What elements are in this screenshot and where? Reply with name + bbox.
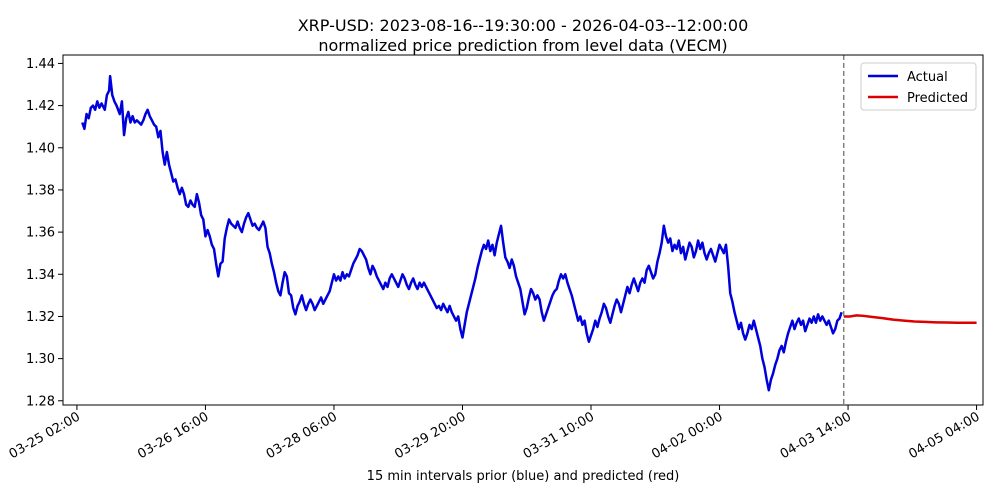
y-tick-label: 1.36 xyxy=(26,226,55,241)
legend-label-predicted: Predicted xyxy=(907,91,968,106)
x-tick-label: 03-26 16:00 xyxy=(135,409,211,462)
series-layer xyxy=(81,74,977,392)
x-tick-label: 03-31 10:00 xyxy=(521,409,597,462)
x-tick-label: 04-05 04:00 xyxy=(906,409,982,462)
legend-label-actual: Actual xyxy=(907,70,948,85)
y-tick-label: 1.44 xyxy=(26,57,55,72)
x-axis: 03-25 02:00 03-26 16:00 03-28 06:00 03-29 2… xyxy=(7,405,983,462)
y-tick-label: 1.30 xyxy=(26,352,55,367)
chart-subtitle: normalized price prediction from level d… xyxy=(318,36,727,55)
plot-frame xyxy=(62,54,984,406)
x-tick-label: 03-29 20:00 xyxy=(392,409,468,462)
series-line-predicted xyxy=(843,314,977,325)
x-tick-label: 04-03 14:00 xyxy=(778,409,854,462)
y-tick-label: 1.40 xyxy=(26,141,55,156)
y-tick-label: 1.38 xyxy=(26,183,55,198)
chart-title: XRP-USD: 2023-08-16--19:30:00 - 2026-04-… xyxy=(298,16,749,35)
y-tick-label: 1.42 xyxy=(26,99,55,114)
y-tick-label: 1.34 xyxy=(26,268,55,283)
y-axis: 1.28 1.30 1.32 1.34 1.36 1.38 1.40 1.42 1.44 xyxy=(26,57,63,409)
x-tick-label: 03-25 02:00 xyxy=(7,409,83,462)
x-axis-label: 15 min intervals prior (blue) and predic… xyxy=(367,469,680,484)
x-tick-label: 03-28 06:00 xyxy=(264,409,340,462)
y-tick-label: 1.32 xyxy=(26,310,55,325)
legend: Actual Predicted xyxy=(860,62,977,111)
x-tick-label: 04-02 00:00 xyxy=(649,409,725,462)
y-tick-label: 1.28 xyxy=(26,394,55,409)
series-line-actual xyxy=(81,74,843,392)
